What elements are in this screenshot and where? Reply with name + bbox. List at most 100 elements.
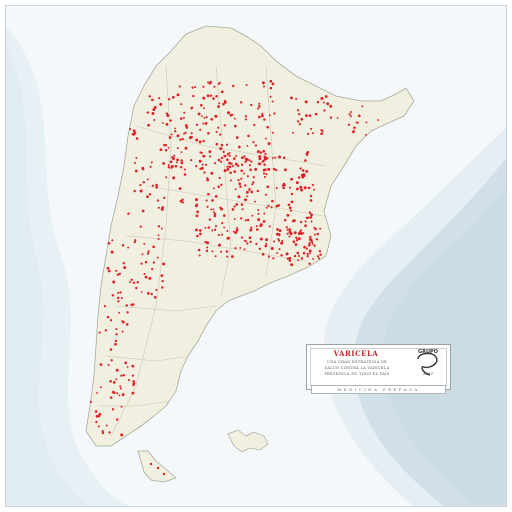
- branch-marker[interactable]: [162, 262, 166, 266]
- branch-marker[interactable]: [365, 133, 367, 136]
- branch-marker[interactable]: [228, 154, 231, 157]
- branch-marker[interactable]: [199, 232, 202, 236]
- branch-marker[interactable]: [286, 213, 290, 217]
- branch-marker[interactable]: [233, 157, 236, 160]
- branch-marker[interactable]: [180, 161, 184, 165]
- branch-marker[interactable]: [252, 141, 255, 144]
- branch-marker[interactable]: [181, 198, 184, 201]
- branch-marker[interactable]: [278, 229, 282, 232]
- branch-marker[interactable]: [155, 288, 158, 292]
- branch-marker[interactable]: [240, 177, 243, 180]
- branch-marker[interactable]: [156, 466, 160, 470]
- branch-marker[interactable]: [245, 190, 249, 194]
- branch-marker[interactable]: [298, 122, 302, 126]
- branch-marker[interactable]: [316, 101, 320, 104]
- branch-marker[interactable]: [174, 127, 177, 130]
- branch-marker[interactable]: [222, 150, 225, 154]
- tierra-del-fuego[interactable]: [137, 450, 177, 483]
- branch-marker[interactable]: [195, 198, 198, 202]
- branch-marker[interactable]: [214, 114, 218, 118]
- branch-marker[interactable]: [256, 189, 259, 193]
- branch-marker[interactable]: [215, 94, 218, 98]
- branch-marker[interactable]: [249, 228, 253, 232]
- branch-marker[interactable]: [313, 188, 316, 191]
- branch-marker[interactable]: [322, 101, 325, 104]
- branch-marker[interactable]: [306, 254, 309, 258]
- branch-marker[interactable]: [377, 119, 380, 121]
- branch-marker[interactable]: [162, 472, 166, 476]
- branch-marker[interactable]: [208, 218, 212, 221]
- branch-marker[interactable]: [165, 112, 169, 115]
- branch-marker[interactable]: [308, 262, 311, 265]
- branch-marker[interactable]: [212, 208, 215, 211]
- branch-marker[interactable]: [171, 156, 174, 159]
- branch-marker[interactable]: [229, 171, 232, 175]
- branch-marker[interactable]: [282, 186, 286, 190]
- branch-marker[interactable]: [95, 420, 98, 424]
- branch-marker[interactable]: [299, 185, 303, 189]
- branch-marker[interactable]: [121, 244, 125, 247]
- branch-marker[interactable]: [214, 162, 217, 165]
- branch-marker[interactable]: [278, 155, 281, 159]
- branch-marker[interactable]: [258, 247, 262, 250]
- branch-marker[interactable]: [304, 114, 308, 118]
- branch-marker[interactable]: [206, 94, 210, 98]
- branch-marker[interactable]: [146, 252, 150, 255]
- branch-marker[interactable]: [262, 172, 266, 175]
- branch-marker[interactable]: [190, 132, 193, 135]
- branch-marker[interactable]: [256, 107, 260, 110]
- branch-marker[interactable]: [300, 188, 304, 192]
- branch-marker[interactable]: [248, 164, 251, 167]
- branch-marker[interactable]: [161, 286, 164, 289]
- branch-marker[interactable]: [314, 112, 318, 116]
- branch-marker[interactable]: [219, 133, 222, 136]
- branch-marker[interactable]: [349, 115, 352, 118]
- branch-marker[interactable]: [323, 109, 326, 112]
- branch-marker[interactable]: [257, 115, 261, 119]
- branch-marker[interactable]: [240, 163, 244, 166]
- branch-marker[interactable]: [219, 207, 223, 210]
- branch-marker[interactable]: [299, 167, 302, 170]
- branch-marker[interactable]: [153, 119, 156, 121]
- branch-marker[interactable]: [172, 176, 176, 180]
- branch-marker[interactable]: [176, 93, 180, 97]
- branch-marker[interactable]: [310, 220, 313, 223]
- branch-marker[interactable]: [248, 159, 251, 162]
- branch-marker[interactable]: [161, 279, 164, 283]
- branch-marker[interactable]: [280, 254, 283, 257]
- branch-marker[interactable]: [257, 150, 260, 153]
- branch-marker[interactable]: [263, 175, 266, 178]
- branch-marker[interactable]: [308, 238, 312, 241]
- branch-marker[interactable]: [94, 410, 98, 413]
- branch-marker[interactable]: [255, 225, 258, 228]
- branch-marker[interactable]: [195, 123, 199, 126]
- branch-marker[interactable]: [361, 105, 364, 108]
- branch-marker[interactable]: [165, 176, 168, 179]
- branch-marker[interactable]: [234, 188, 237, 191]
- branch-marker[interactable]: [111, 408, 115, 411]
- branch-marker[interactable]: [263, 163, 266, 166]
- branch-marker[interactable]: [274, 156, 277, 159]
- branch-marker[interactable]: [120, 433, 124, 437]
- branch-marker[interactable]: [135, 137, 139, 140]
- branch-marker[interactable]: [296, 120, 300, 123]
- branch-marker[interactable]: [126, 366, 129, 368]
- branch-marker[interactable]: [226, 165, 229, 168]
- branch-marker[interactable]: [149, 165, 152, 168]
- branch-marker[interactable]: [308, 211, 311, 214]
- branch-marker[interactable]: [99, 363, 103, 366]
- branch-marker[interactable]: [320, 132, 323, 136]
- branch-marker[interactable]: [320, 128, 323, 132]
- branch-marker[interactable]: [179, 138, 182, 141]
- branch-marker[interactable]: [295, 239, 299, 242]
- branch-marker[interactable]: [198, 159, 202, 163]
- branch-marker[interactable]: [235, 228, 239, 232]
- branch-marker[interactable]: [258, 162, 262, 166]
- branch-marker[interactable]: [170, 133, 173, 136]
- branch-marker[interactable]: [151, 184, 154, 187]
- branch-marker[interactable]: [228, 165, 232, 169]
- branch-marker[interactable]: [196, 203, 199, 206]
- branch-marker[interactable]: [229, 113, 233, 117]
- branch-marker[interactable]: [122, 262, 125, 265]
- branch-marker[interactable]: [305, 153, 309, 157]
